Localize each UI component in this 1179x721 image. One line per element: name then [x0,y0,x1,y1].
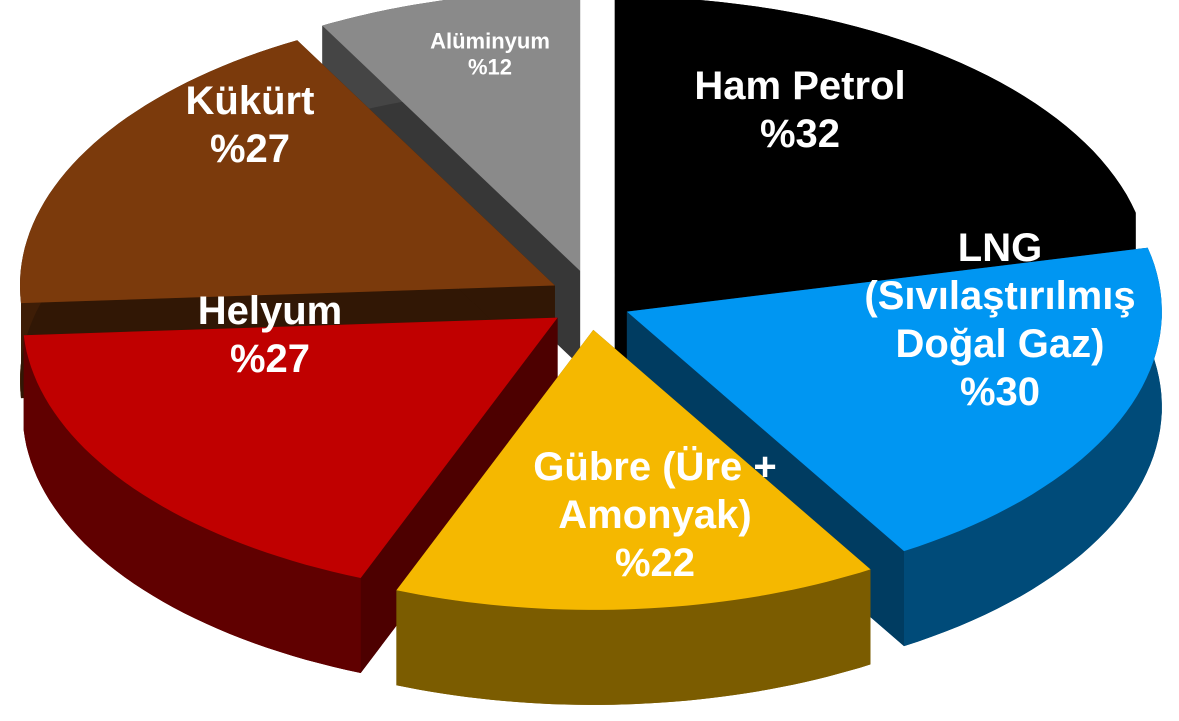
slice-top [23,317,558,578]
slice-top [626,247,1162,552]
value-label: %27 [209,127,291,171]
category-label: Helyum [197,289,343,333]
slice-label: Kükürt %27 [100,77,400,173]
slice-top [614,0,1136,277]
category-label: Gübre (Üre + Amonyak) [533,445,777,537]
category-label: Ham Petrol [694,64,906,108]
value-label: %32 [759,112,841,156]
category-label: LNG (Sıvılaştırılmış Doğal Gaz) [864,226,1136,366]
category-label: Kükürt [185,79,315,123]
slice-label: Ham Petrol %32 [600,62,1000,158]
slice-label: Helyum %27 [120,287,420,383]
value-label: %22 [614,541,696,585]
slice-top [322,0,581,271]
slice-label: Gübre (Üre + Amonyak) %22 [445,443,865,587]
slice [396,329,871,705]
slice-label: LNG (Sıvılaştırılmış Doğal Gaz) %30 [830,224,1170,416]
slice-wall [23,335,361,673]
slice [626,247,1162,647]
value-label: %30 [959,370,1041,414]
slice-label: Alüminyum %12 [390,29,590,82]
value-label: %27 [229,337,311,381]
slice-wall [904,247,1162,647]
slice-top [20,40,555,304]
slice-top [396,329,871,610]
value-label: %12 [467,55,513,80]
category-label: Alüminyum [430,28,550,54]
slice-wall [396,569,871,705]
